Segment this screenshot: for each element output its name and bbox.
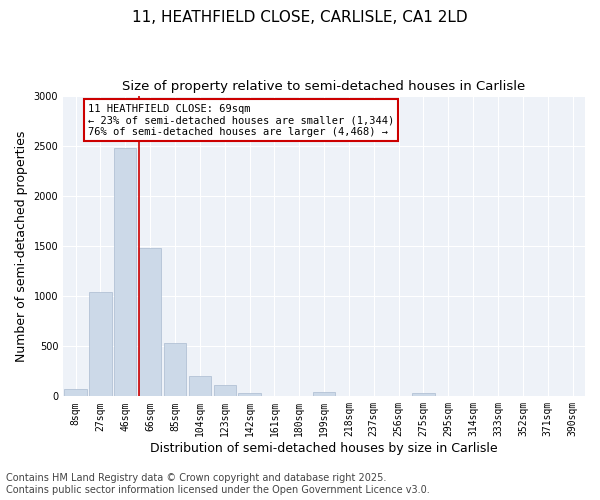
Bar: [313, 392, 335, 396]
Text: Contains HM Land Registry data © Crown copyright and database right 2025.
Contai: Contains HM Land Registry data © Crown c…: [6, 474, 430, 495]
Bar: [188, 376, 211, 396]
Text: 11, HEATHFIELD CLOSE, CARLISLE, CA1 2LD: 11, HEATHFIELD CLOSE, CARLISLE, CA1 2LD: [132, 10, 468, 25]
Bar: [164, 343, 186, 396]
Bar: [139, 248, 161, 396]
Bar: [412, 394, 434, 396]
Text: 11 HEATHFIELD CLOSE: 69sqm
← 23% of semi-detached houses are smaller (1,344)
76%: 11 HEATHFIELD CLOSE: 69sqm ← 23% of semi…: [88, 104, 394, 137]
Title: Size of property relative to semi-detached houses in Carlisle: Size of property relative to semi-detach…: [122, 80, 526, 93]
Bar: [238, 394, 261, 396]
Bar: [89, 292, 112, 397]
Bar: [114, 148, 136, 396]
Bar: [214, 386, 236, 396]
X-axis label: Distribution of semi-detached houses by size in Carlisle: Distribution of semi-detached houses by …: [150, 442, 498, 455]
Y-axis label: Number of semi-detached properties: Number of semi-detached properties: [15, 130, 28, 362]
Bar: [64, 389, 87, 396]
